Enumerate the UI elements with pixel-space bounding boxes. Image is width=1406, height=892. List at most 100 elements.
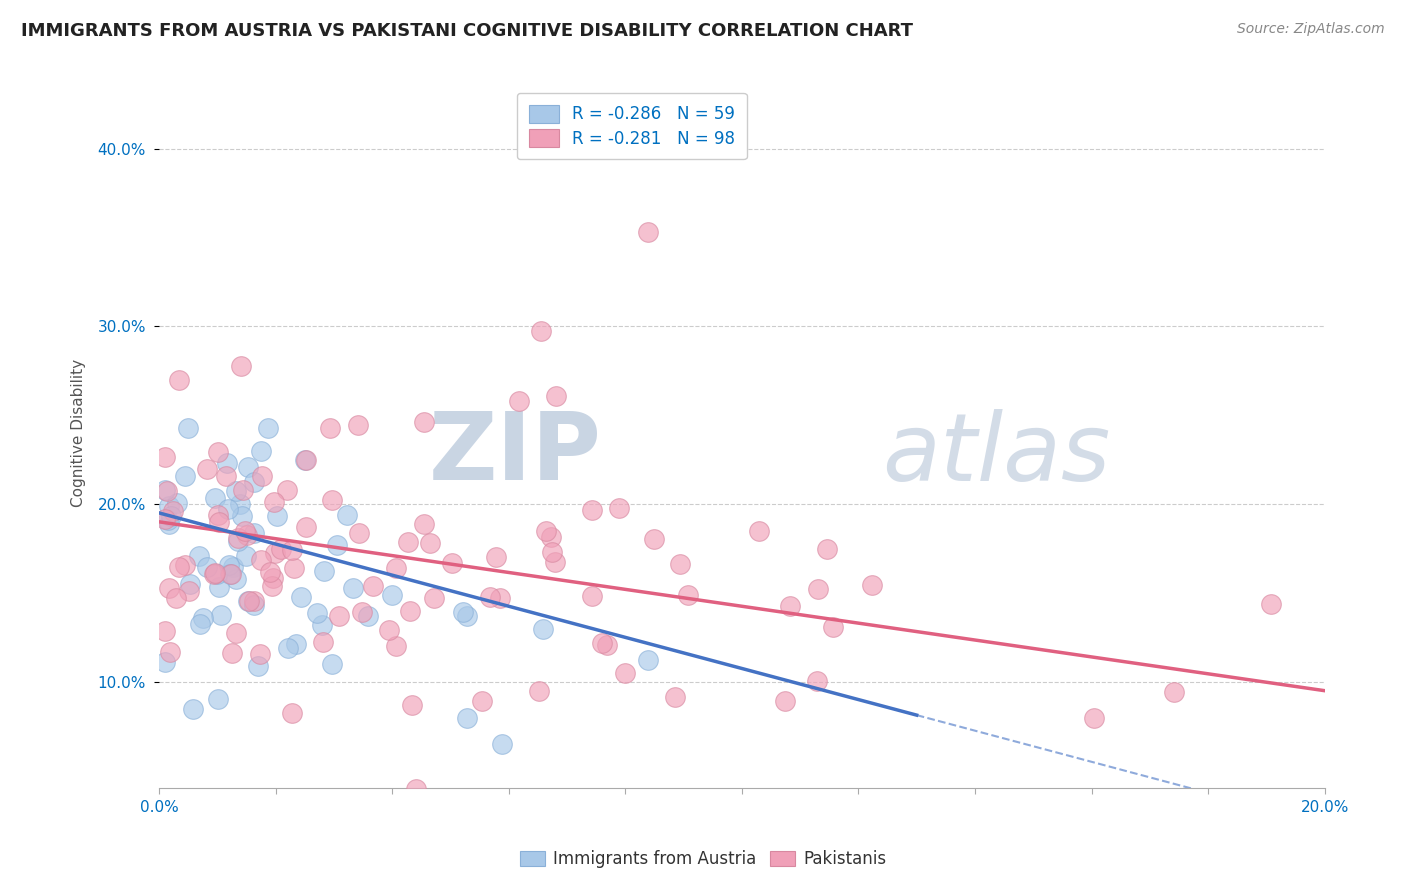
Point [153,624,176,639]
Point [664,690,686,704]
Point [231,509,253,524]
Y-axis label: Cognitive Disability: Cognitive Disability [72,359,86,507]
Point [266,508,288,523]
Point [243,598,266,612]
Point [238,459,260,474]
Point [153,450,176,464]
Point [581,503,603,517]
Point [806,674,828,689]
Point [346,417,368,432]
Point [311,618,333,632]
Point [229,359,252,374]
Point [229,497,252,511]
Point [326,538,349,552]
Point [295,453,318,467]
Point [280,706,302,720]
Point [544,555,567,569]
Point [491,737,513,751]
Point [160,508,183,523]
Point [236,528,259,542]
Point [270,541,292,556]
Text: ZIP: ZIP [429,409,602,500]
Point [157,516,180,531]
Point [167,560,190,574]
Point [347,525,370,540]
Point [823,620,845,634]
Text: IMMIGRANTS FROM AUSTRIA VS PAKISTANI COGNITIVE DISABILITY CORRELATION CHART: IMMIGRANTS FROM AUSTRIA VS PAKISTANI COG… [21,22,912,40]
Legend: Immigrants from Austria, Pakistanis: Immigrants from Austria, Pakistanis [513,844,893,875]
Point [419,536,441,550]
Point [312,564,335,578]
Point [637,653,659,667]
Point [591,636,613,650]
Point [377,624,399,638]
Point [290,590,312,604]
Point [440,556,463,570]
Point [179,583,201,598]
Point [321,493,343,508]
Point [668,557,690,571]
Point [207,445,229,459]
Point [250,468,273,483]
Point [413,517,436,532]
Point [479,591,502,605]
Point [773,694,796,708]
Point [207,567,229,582]
Point [165,591,187,605]
Point [533,622,555,636]
Point [156,512,179,526]
Point [208,581,231,595]
Point [177,421,200,435]
Point [157,499,180,513]
Point [405,781,427,796]
Point [281,543,304,558]
Point [153,512,176,526]
Point [540,530,562,544]
Point [202,566,225,581]
Point [247,659,270,673]
Point [488,591,510,606]
Point [262,571,284,585]
Point [243,526,266,541]
Point [596,639,619,653]
Point [167,373,190,387]
Point [541,544,564,558]
Point [614,666,637,681]
Point [643,532,665,546]
Point [191,611,214,625]
Point [384,639,406,653]
Point [336,508,359,522]
Point [195,560,218,574]
Point [232,483,254,497]
Point [815,541,838,556]
Point [264,546,287,560]
Point [221,646,243,660]
Point [207,692,229,706]
Point [276,483,298,498]
Point [204,491,226,505]
Point [243,593,266,607]
Point [807,582,830,596]
Point [530,324,553,338]
Point [295,519,318,533]
Point [217,456,239,470]
Point [225,572,247,586]
Point [342,581,364,595]
Point [529,683,551,698]
Point [249,647,271,661]
Point [219,566,242,581]
Point [352,605,374,619]
Point [250,553,273,567]
Point [156,483,179,498]
Point [225,483,247,498]
Point [162,504,184,518]
Point [381,588,404,602]
Point [860,577,883,591]
Point [215,469,238,483]
Point [217,501,239,516]
Point [357,609,380,624]
Point [207,508,229,523]
Point [153,483,176,497]
Point [456,608,478,623]
Point [243,475,266,489]
